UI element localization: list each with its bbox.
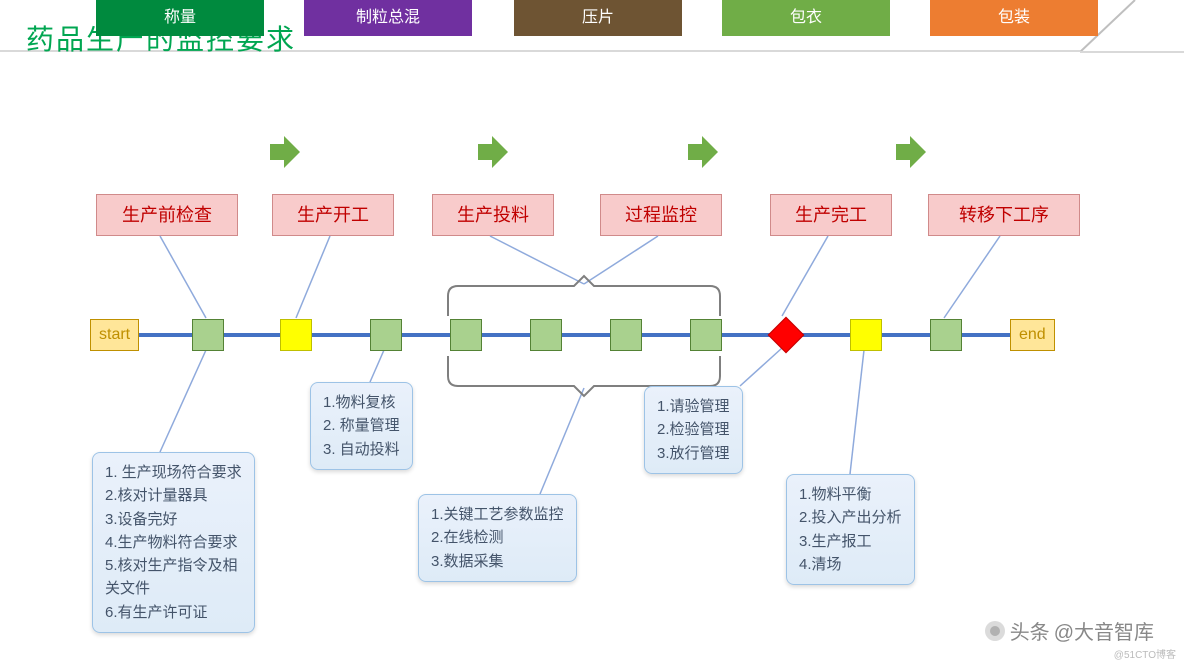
connector-0 [160, 236, 206, 318]
callout-c4: 1.请验管理 2.检验管理 3.放行管理 [644, 386, 743, 474]
timeline-node-6 [690, 319, 722, 351]
timeline-start: start [90, 319, 139, 351]
watermark-text: @大音智库 [1054, 616, 1154, 645]
watermark-prefix: 头条 [1010, 616, 1050, 645]
timeline-node-0 [192, 319, 224, 351]
connector-6 [160, 350, 206, 452]
timeline-node-8 [850, 319, 882, 351]
sub-box-0: 生产前检查 [96, 194, 238, 236]
watermark-icon [984, 620, 1006, 642]
timeline-end: end [1010, 319, 1055, 351]
connector-8 [540, 388, 584, 494]
timeline [90, 333, 1040, 337]
timeline-node-1 [280, 319, 312, 351]
sub-box-5: 转移下工序 [928, 194, 1080, 236]
timeline-node-5 [610, 319, 642, 351]
connector-10 [850, 350, 864, 474]
callout-c3: 1.关键工艺参数监控 2.在线检测 3.数据采集 [418, 494, 577, 582]
timeline-node-9 [930, 319, 962, 351]
timeline-node-3 [450, 319, 482, 351]
callout-c1: 1. 生产现场符合要求 2.核对计量器具 3.设备完好 4.生产物料符合要求 5… [92, 452, 255, 633]
connector-5 [944, 236, 1000, 318]
arrow-icon-2 [686, 134, 720, 170]
callout-c2: 1.物料复核 2. 称量管理 3. 自动投料 [310, 382, 413, 470]
watermark: 头条 @大音智库 [984, 616, 1154, 645]
stage-box-0: 称量 [96, 0, 264, 36]
sub-box-3: 过程监控 [600, 194, 722, 236]
connector-9 [740, 348, 782, 386]
start-label: start [99, 326, 130, 343]
end-label: end [1019, 326, 1046, 343]
sub-box-4: 生产完工 [770, 194, 892, 236]
stage-box-1: 制粒总混 [304, 0, 472, 36]
timeline-node-7 [768, 317, 805, 354]
connector-3 [584, 236, 658, 284]
stage-box-4: 包装 [930, 0, 1098, 36]
stage-box-3: 包衣 [722, 0, 890, 36]
connector-2 [490, 236, 584, 284]
arrow-icon-0 [268, 134, 302, 170]
connector-7 [370, 350, 384, 382]
sub-box-1: 生产开工 [272, 194, 394, 236]
slide: 药品生产的监控要求 称量制粒总混压片包衣包装 生产前检查生产开工生产投料过程监控… [0, 0, 1184, 665]
sub-box-2: 生产投料 [432, 194, 554, 236]
connector-1 [296, 236, 330, 318]
callout-c5: 1.物料平衡 2.投入产出分析 3.生产报工 4.清场 [786, 474, 915, 585]
connector-4 [782, 236, 828, 316]
arrow-icon-1 [476, 134, 510, 170]
timeline-node-4 [530, 319, 562, 351]
watermark-small: @51CTO博客 [1114, 646, 1176, 661]
stage-box-2: 压片 [514, 0, 682, 36]
arrow-icon-3 [894, 134, 928, 170]
timeline-node-2 [370, 319, 402, 351]
